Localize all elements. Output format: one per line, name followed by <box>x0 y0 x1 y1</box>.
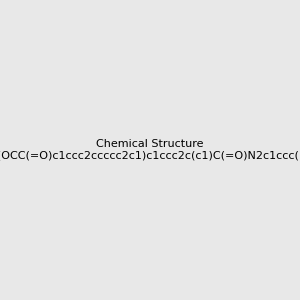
Text: Chemical Structure
O=C(OCC(=O)c1ccc2ccccc2c1)c1ccc2c(c1)C(=O)N2c1ccc(F)cc1: Chemical Structure O=C(OCC(=O)c1ccc2cccc… <box>0 139 300 161</box>
